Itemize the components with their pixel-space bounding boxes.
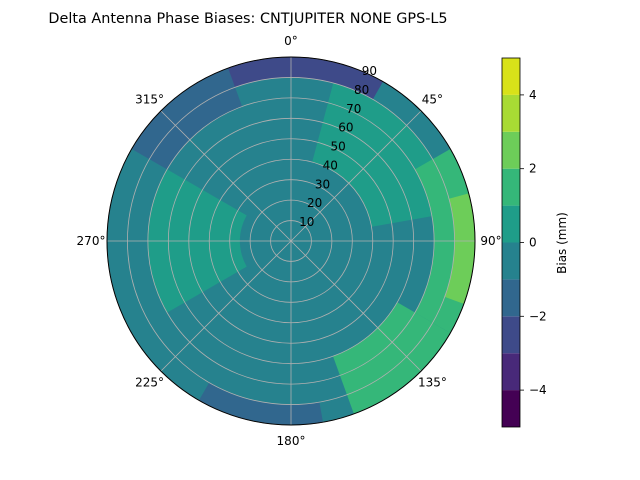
radial-tick-labels: 10 20 30 40 50 60 70 80 90 bbox=[299, 64, 377, 229]
colorbar-band-3 bbox=[502, 279, 520, 317]
grid-spoke-225 bbox=[160, 240, 292, 372]
theta-tick-180: 180° bbox=[277, 434, 306, 448]
r-tick-80: 80 bbox=[354, 83, 369, 97]
colorbar-band-9 bbox=[502, 58, 520, 95]
colorbar-band-8 bbox=[502, 94, 520, 132]
theta-tick-0: 0° bbox=[284, 34, 298, 48]
colorbar-band-1 bbox=[502, 353, 520, 391]
colorbar-tick-0: 0 bbox=[529, 236, 537, 250]
colorbar-label: Bias (mm) bbox=[555, 212, 569, 274]
chart-title: Delta Antenna Phase Biases: CNTJUPITER N… bbox=[48, 11, 447, 27]
r-tick-90: 90 bbox=[362, 64, 377, 78]
theta-tick-45: 45° bbox=[422, 93, 443, 107]
contour-region-north-edge bbox=[199, 57, 383, 100]
polar-frame bbox=[106, 56, 476, 426]
theta-tick-270: 270° bbox=[77, 234, 106, 248]
r-tick-60: 60 bbox=[338, 121, 353, 135]
contour-region-southeast bbox=[333, 302, 451, 414]
theta-tick-225: 225° bbox=[135, 375, 164, 389]
colorbar-tick--2: −2 bbox=[529, 309, 547, 323]
colorbar-band-6 bbox=[502, 168, 520, 206]
theta-tick-90: 90° bbox=[480, 234, 501, 248]
grid-spoke-45 bbox=[290, 110, 422, 242]
contour-region-east-max bbox=[444, 193, 475, 304]
r-tick-50: 50 bbox=[330, 140, 345, 154]
theta-tick-135: 135° bbox=[418, 375, 447, 389]
theta-tick-labels: 0° 45° 90° 135° 180° 225° 270° 315° bbox=[77, 34, 502, 448]
r-tick-70: 70 bbox=[346, 102, 361, 116]
theta-tick-315: 315° bbox=[135, 93, 164, 107]
colorbar-tick-2: 2 bbox=[529, 162, 537, 176]
colorbar-band-7 bbox=[502, 131, 520, 169]
grid-spoke-135 bbox=[290, 240, 422, 372]
contour-region-northeast-band bbox=[312, 83, 453, 227]
colorbar-band-2 bbox=[502, 316, 520, 354]
r-tick-40: 40 bbox=[323, 158, 338, 172]
colorbar-tick-4: 4 bbox=[529, 88, 537, 102]
colorbar: −4 −2 0 2 4 bbox=[501, 57, 547, 428]
colorbar-band-5 bbox=[502, 205, 520, 243]
colorbar-band-0 bbox=[502, 390, 520, 427]
colorbar-tick--4: −4 bbox=[529, 383, 547, 397]
r-tick-10: 10 bbox=[299, 215, 314, 229]
polar-grid bbox=[106, 56, 476, 426]
colorbar-band-4 bbox=[502, 242, 520, 280]
r-tick-20: 20 bbox=[307, 196, 322, 210]
grid-spoke-315 bbox=[160, 110, 292, 242]
r-tick-30: 30 bbox=[315, 177, 330, 191]
